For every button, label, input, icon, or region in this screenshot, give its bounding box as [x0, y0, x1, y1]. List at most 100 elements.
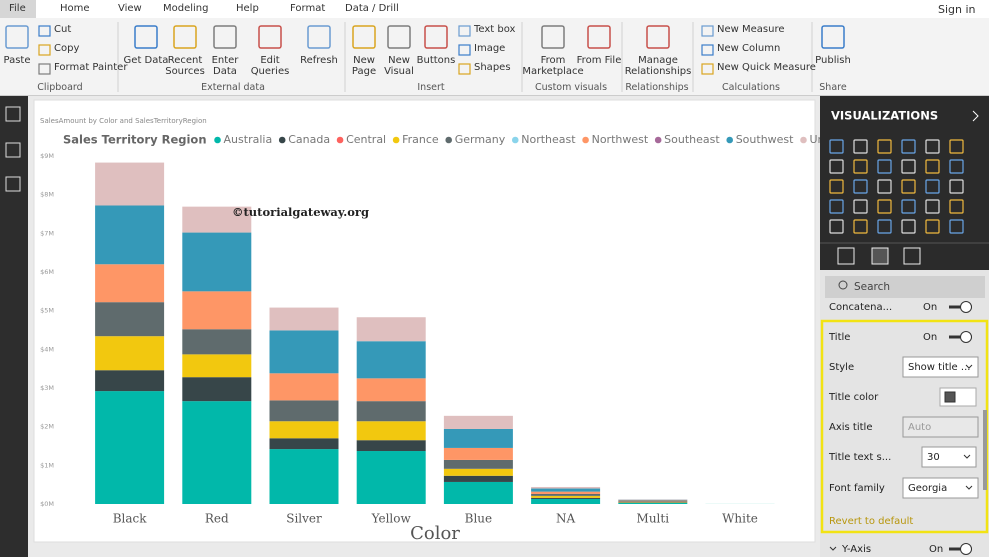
legend-marker [445, 136, 453, 144]
visual-icon[interactable] [829, 219, 844, 234]
visual-icon[interactable] [853, 179, 868, 194]
group-label: External data [201, 82, 265, 93]
ribbon-button[interactable]: Enter Data [211, 55, 239, 77]
ribbon-button[interactable]: New Quick Measure [717, 62, 816, 73]
ribbon-tab[interactable]: Modeling [163, 3, 209, 14]
setting-label: Title color [828, 392, 879, 403]
button-icon [701, 44, 714, 56]
visual-icon[interactable] [925, 139, 940, 154]
visual-icon[interactable] [877, 139, 892, 154]
y-tick-label: $3M [40, 384, 54, 392]
ribbon-button[interactable]: Manage Relationships [624, 55, 692, 77]
visual-icon[interactable] [949, 159, 964, 174]
visual-icon[interactable] [829, 139, 844, 154]
revert-link[interactable]: Revert to default [829, 516, 913, 527]
visual-icon[interactable] [829, 159, 844, 174]
ribbon-button[interactable]: Shapes [474, 62, 511, 73]
ribbon-button[interactable]: Text box [474, 24, 516, 35]
ribbon-button[interactable]: From File [576, 55, 622, 66]
visual-icon[interactable] [877, 159, 892, 174]
ribbon-tab[interactable]: View [118, 3, 142, 14]
setting-label: Style [829, 362, 854, 373]
chart-title: SalesAmount by Color and SalesTerritoryR… [40, 117, 207, 125]
toggle-knob[interactable] [960, 543, 972, 555]
setting-label: Title text s... [828, 452, 891, 463]
visual-icon[interactable] [901, 199, 916, 214]
ribbon-button[interactable]: Buttons [416, 55, 456, 66]
pane-tab-icon[interactable] [903, 247, 921, 265]
watermark: ©tutorialgateway.org [232, 205, 369, 219]
visual-icon[interactable] [925, 159, 940, 174]
sign-in[interactable]: Sign in [938, 3, 976, 16]
ribbon-button[interactable]: Image [474, 43, 506, 54]
setting-label: Axis title [829, 422, 872, 433]
pane-tab-icon[interactable] [871, 247, 889, 265]
bar-segment [356, 378, 426, 402]
ribbon-tab[interactable]: Format [290, 3, 326, 14]
setting-input[interactable] [902, 416, 979, 438]
setting-input[interactable] [902, 356, 979, 378]
ribbon-tab[interactable]: Help [236, 3, 259, 14]
ribbon-button[interactable]: New Visual [384, 55, 414, 77]
visual-icon[interactable] [877, 179, 892, 194]
y-tick-label: $9M [40, 152, 54, 160]
toggle-knob[interactable] [960, 301, 972, 313]
visual-icon[interactable] [901, 179, 916, 194]
visual-icon[interactable] [853, 159, 868, 174]
ribbon-tab[interactable]: Data / Drill [345, 3, 399, 14]
visual-icon[interactable] [949, 139, 964, 154]
visual-icon[interactable] [925, 199, 940, 214]
ribbon-button[interactable]: Paste [3, 55, 31, 66]
ribbon-button[interactable]: Publish [815, 55, 851, 66]
button-icon [38, 63, 51, 75]
visual-icon[interactable] [925, 219, 940, 234]
nav-icon [5, 176, 21, 192]
visual-icon[interactable] [853, 219, 868, 234]
visual-icon[interactable] [853, 139, 868, 154]
bar-segment [182, 377, 252, 402]
visual-icon[interactable] [949, 199, 964, 214]
visual-icon[interactable] [949, 179, 964, 194]
ribbon-tab[interactable]: File [9, 3, 26, 14]
visual-icon[interactable] [901, 219, 916, 234]
ribbon-button[interactable]: Recent Sources [165, 55, 205, 77]
legend-label: France [402, 133, 439, 146]
ribbon-button[interactable]: New Page [351, 55, 377, 77]
legend-label: Northeast [521, 133, 576, 146]
ribbon-button[interactable]: Copy [54, 43, 80, 54]
setting-input[interactable] [902, 477, 979, 499]
group-label: Custom visuals [534, 82, 608, 93]
visual-icon[interactable] [829, 199, 844, 214]
visual-icon[interactable] [901, 159, 916, 174]
visual-icon[interactable] [901, 139, 916, 154]
group-label: Clipboard [37, 82, 83, 93]
legend-marker [214, 136, 221, 144]
visual-icon[interactable] [877, 199, 892, 214]
ribbon-button[interactable]: New Measure [717, 24, 785, 35]
bar-segment [95, 205, 165, 265]
button-icon [258, 25, 282, 49]
visual-icon[interactable] [853, 199, 868, 214]
viz-pane-top [820, 96, 989, 270]
visual-icon[interactable] [949, 219, 964, 234]
toggle-knob[interactable] [960, 331, 972, 343]
ribbon-button[interactable]: Cut [54, 24, 72, 35]
ribbon-tab[interactable]: Home [60, 3, 90, 14]
visual-icon[interactable] [925, 179, 940, 194]
ribbon-button[interactable]: Edit Queries [250, 55, 290, 77]
legend-label: Northwest [592, 133, 649, 146]
visual-icon[interactable] [877, 219, 892, 234]
pane-tab-icon[interactable] [837, 247, 855, 265]
ribbon-button[interactable]: Refresh [300, 55, 338, 66]
button-icon [307, 25, 331, 49]
setting-input[interactable] [921, 446, 977, 468]
group-label: Share [819, 82, 847, 93]
color-swatch [944, 391, 956, 403]
ribbon-button[interactable]: Format Painter [54, 62, 128, 73]
visual-icon[interactable] [829, 179, 844, 194]
ribbon-button[interactable]: New Column [717, 43, 781, 54]
ribbon-button[interactable]: Get Data [123, 55, 169, 66]
section-label[interactable]: Y-Axis [841, 544, 871, 555]
button-icon [541, 25, 565, 49]
ribbon-button[interactable]: From Marketplace [522, 55, 584, 77]
